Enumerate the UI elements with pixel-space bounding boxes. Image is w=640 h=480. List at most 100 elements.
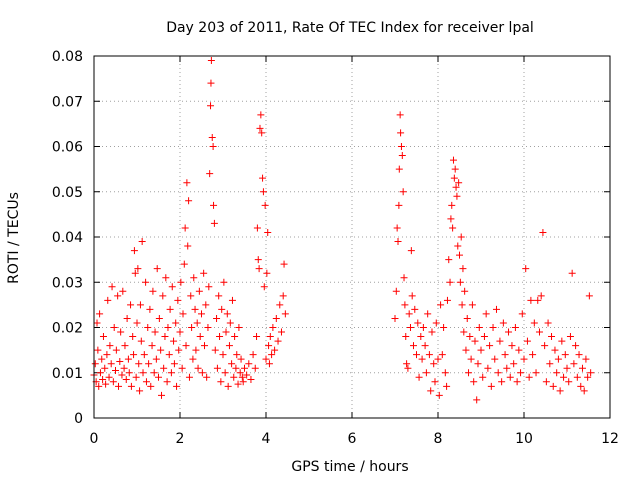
data-point (207, 102, 215, 110)
data-point (398, 152, 406, 160)
data-point (200, 269, 208, 277)
data-point (219, 351, 227, 359)
x-axis-label: GPS time / hours (291, 459, 408, 475)
data-point (247, 376, 255, 384)
data-point (123, 314, 131, 322)
data-point (213, 364, 221, 372)
data-point (202, 301, 210, 309)
data-point (272, 314, 280, 322)
data-point (130, 247, 138, 255)
data-point (220, 278, 228, 286)
axis-ticks: 0 2 4 6 8 10 12 0 0.01 0.02 0.03 0.04 0.05 0.06 0.07 0.… (52, 49, 619, 447)
data-point (460, 328, 468, 336)
data-point (216, 333, 224, 341)
data-point (222, 328, 230, 336)
plot-frame (93, 55, 611, 419)
y-tick-label: 0.08 (52, 49, 83, 65)
data-point (419, 324, 427, 331)
data-point (266, 333, 274, 341)
data-point (459, 265, 467, 273)
data-point (532, 369, 540, 377)
data-point (137, 337, 145, 345)
data-point (449, 224, 457, 232)
data-point (103, 351, 111, 359)
data-point (585, 292, 593, 300)
data-point (584, 373, 592, 381)
data-point (142, 378, 150, 386)
data-point (520, 355, 528, 363)
data-point (189, 355, 197, 363)
data-point (466, 333, 474, 341)
data-point (147, 382, 155, 390)
y-tick-label: 0.05 (52, 185, 83, 201)
y-tick-label: 0.03 (52, 275, 83, 291)
data-point (397, 143, 405, 150)
data-point (259, 188, 267, 196)
data-point (479, 373, 487, 381)
data-point (255, 265, 263, 273)
data-point (94, 346, 102, 354)
data-point (185, 197, 193, 205)
data-point (456, 251, 463, 259)
data-point (534, 296, 542, 304)
data-point (114, 292, 122, 300)
data-point (470, 378, 478, 386)
data-point (99, 376, 107, 384)
y-tick-label: 0 (74, 411, 83, 427)
data-point (573, 373, 581, 381)
data-point (125, 369, 133, 377)
data-point (150, 369, 158, 377)
data-point (494, 369, 502, 377)
data-point (506, 373, 514, 381)
data-point (491, 355, 499, 363)
data-point (556, 387, 564, 395)
data-point (96, 369, 104, 377)
x-tick-label: 6 (348, 431, 357, 447)
data-point (198, 369, 206, 377)
data-point (259, 174, 267, 182)
x-tick-label: 2 (176, 431, 185, 447)
data-point (440, 324, 448, 331)
data-point (269, 324, 277, 331)
data-point (131, 269, 139, 277)
data-point (195, 287, 203, 295)
data-point (452, 183, 460, 191)
data-point (224, 382, 232, 390)
data-point (136, 301, 144, 309)
data-point (187, 292, 195, 300)
data-point (458, 301, 466, 309)
data-point (518, 310, 526, 318)
data-point (132, 373, 140, 381)
data-point (525, 373, 533, 381)
data-point (135, 360, 143, 368)
data-point (226, 319, 234, 327)
data-point (236, 369, 244, 377)
data-point (393, 224, 401, 232)
data-point (121, 342, 129, 350)
data-point (109, 378, 117, 386)
data-point (144, 324, 152, 331)
data-point (146, 305, 154, 313)
data-point (153, 265, 161, 273)
data-point (181, 224, 189, 232)
data-point (168, 283, 176, 291)
data-point (173, 382, 181, 390)
data-point (568, 269, 576, 277)
data-point (511, 324, 519, 331)
data-point (183, 179, 191, 187)
data-point (541, 342, 549, 350)
data-point (91, 360, 99, 368)
data-point (563, 364, 571, 372)
data-point (578, 364, 586, 372)
data-point (522, 265, 530, 273)
data-point (208, 133, 216, 141)
data-point (122, 376, 130, 384)
data-point (228, 296, 236, 304)
data-point (211, 346, 219, 354)
data-point (182, 342, 190, 350)
data-point (129, 333, 137, 341)
data-point (535, 328, 543, 336)
data-point (551, 346, 559, 354)
data-point (98, 355, 106, 363)
